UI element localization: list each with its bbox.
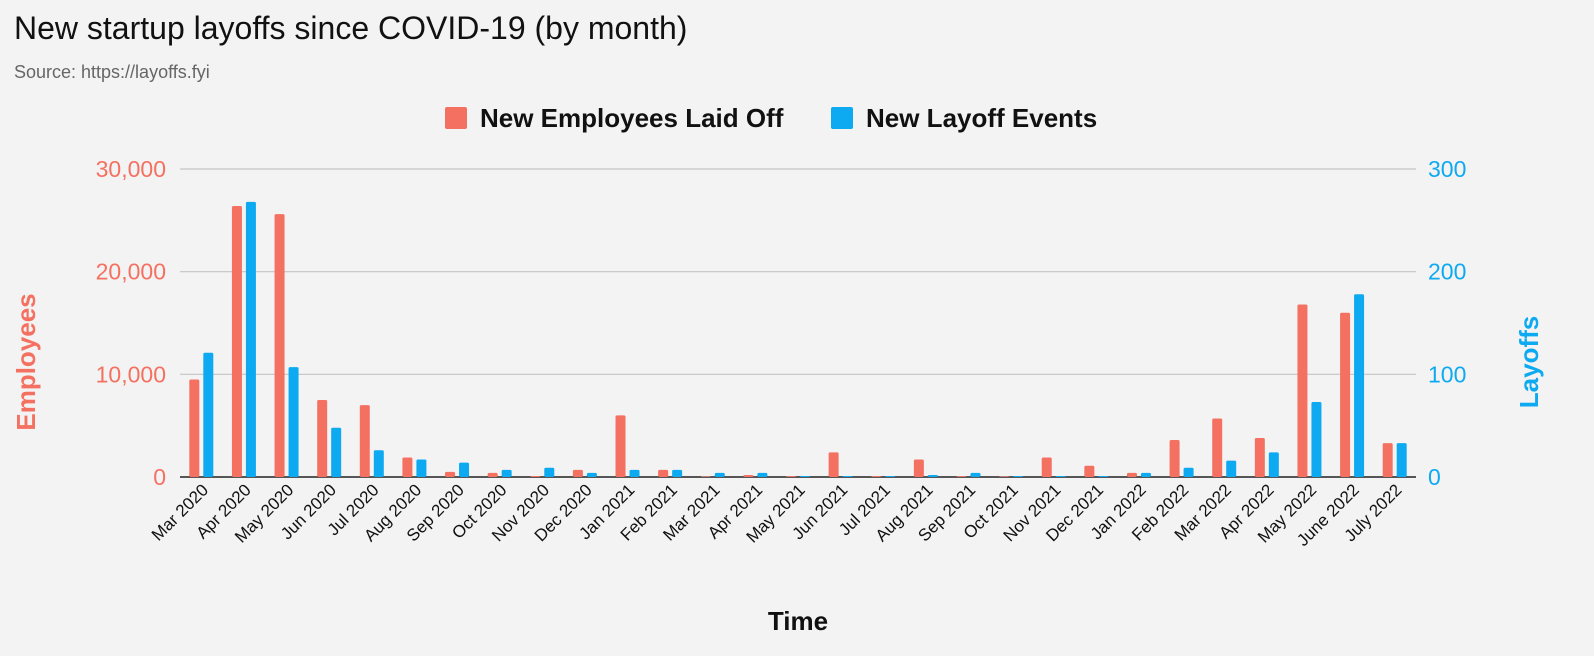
bar-employees-june-2022	[1340, 312, 1351, 477]
bar-employees-aug-2020	[402, 457, 413, 477]
bar-employees-aug-2021	[913, 459, 924, 477]
bar-layoffs-june-2022	[1354, 294, 1365, 477]
bar-employees-mar-2020	[189, 379, 200, 477]
bar-employees-jan-2022	[1126, 472, 1137, 477]
bar-employees-oct-2020	[487, 472, 498, 477]
bar-employees-jan-2021	[615, 415, 626, 477]
bar-layoffs-jun-2020	[331, 427, 342, 477]
y-axis-title-left: Employees	[11, 293, 41, 430]
bar-layoffs-sep-2021	[970, 472, 981, 477]
bar-employees-feb-2021	[658, 469, 669, 477]
bar-employees-nov-2020	[530, 475, 541, 477]
legend: New Employees Laid Off New Layoff Events	[445, 103, 1097, 133]
bar-layoffs-jul-2021	[885, 475, 896, 477]
bar-employees-mar-2021	[700, 476, 711, 477]
bar-employees-nov-2021	[1041, 457, 1052, 477]
bar-employees-jun-2020	[317, 400, 328, 477]
bar-layoffs-may-2020	[288, 367, 299, 477]
bar-layoffs-mar-2022	[1226, 460, 1237, 477]
bar-layoffs-oct-2020	[501, 469, 512, 477]
y-tick-label-left: 0	[153, 464, 166, 490]
bar-layoffs-jan-2022	[1140, 472, 1151, 477]
bar-employees-jul-2020	[359, 405, 370, 477]
bar-employees-jul-2021	[871, 476, 882, 477]
bar-employees-jun-2021	[828, 452, 839, 477]
bar-employees-mar-2022	[1212, 418, 1223, 477]
bar-layoffs-nov-2020	[544, 467, 555, 477]
bar-employees-apr-2020	[231, 205, 242, 477]
chart-title: New startup layoffs since COVID-19 (by m…	[14, 10, 688, 46]
bar-layoffs-apr-2022	[1268, 452, 1279, 477]
bar-employees-apr-2021	[743, 474, 754, 477]
bar-employees-dec-2021	[1084, 465, 1095, 477]
bar-layoffs-sep-2020	[459, 462, 470, 477]
bar-layoffs-aug-2021	[927, 474, 938, 477]
bar-layoffs-apr-2020	[245, 201, 256, 477]
y-axis-title-right: Layoffs	[1514, 316, 1544, 408]
bar-layoffs-dec-2021	[1098, 475, 1109, 477]
bar-layoffs-jul-2020	[373, 450, 384, 477]
bar-layoffs-dec-2020	[586, 472, 597, 477]
bar-layoffs-oct-2021	[1013, 475, 1024, 477]
bar-layoffs-apr-2021	[757, 472, 768, 477]
bar-employees-sep-2020	[445, 471, 456, 477]
bars	[189, 201, 1407, 477]
bar-layoffs-aug-2020	[416, 459, 427, 477]
bar-employees-feb-2022	[1169, 440, 1180, 477]
bar-layoffs-may-2022	[1311, 402, 1322, 477]
bar-employees-oct-2021	[999, 476, 1010, 477]
bar-layoffs-mar-2020	[203, 352, 214, 477]
legend-swatch-employees	[445, 107, 467, 129]
bar-employees-may-2022	[1297, 304, 1308, 477]
legend-label-layoffs: New Layoff Events	[866, 103, 1097, 133]
bar-employees-may-2021	[786, 476, 796, 477]
y-tick-label-left: 30,000	[96, 156, 166, 182]
bar-layoffs-nov-2021	[1055, 475, 1066, 477]
legend-label-employees: New Employees Laid Off	[480, 103, 784, 133]
y-tick-label-right: 0	[1428, 464, 1441, 490]
bar-employees-may-2020	[274, 214, 285, 477]
y-tick-label-right: 300	[1428, 156, 1466, 182]
y-tick-label-left: 20,000	[96, 259, 166, 285]
bar-layoffs-jun-2021	[842, 475, 853, 477]
bar-layoffs-july-2022	[1396, 443, 1407, 477]
legend-swatch-layoffs	[831, 107, 853, 129]
bar-employees-dec-2020	[572, 469, 583, 477]
bar-layoffs-jan-2021	[629, 469, 640, 477]
y-tick-label-right: 200	[1428, 259, 1466, 285]
chart-subtitle: Source: https://layoffs.fyi	[14, 62, 210, 82]
y-tick-labels: 0 0 10,000 100 20,000 200 30,000 300	[96, 156, 1467, 490]
bar-layoffs-may-2021	[800, 475, 810, 477]
x-axis-title: Time	[768, 606, 828, 636]
bar-layoffs-feb-2022	[1183, 467, 1194, 477]
y-tick-label-right: 100	[1428, 361, 1466, 387]
bar-employees-sep-2021	[956, 476, 967, 477]
y-tick-label-left: 10,000	[96, 361, 166, 387]
bar-employees-apr-2022	[1254, 437, 1265, 477]
bar-employees-july-2022	[1382, 443, 1393, 477]
bar-layoffs-feb-2021	[672, 469, 683, 477]
bar-layoffs-mar-2021	[714, 472, 725, 477]
gridlines	[180, 168, 1416, 478]
